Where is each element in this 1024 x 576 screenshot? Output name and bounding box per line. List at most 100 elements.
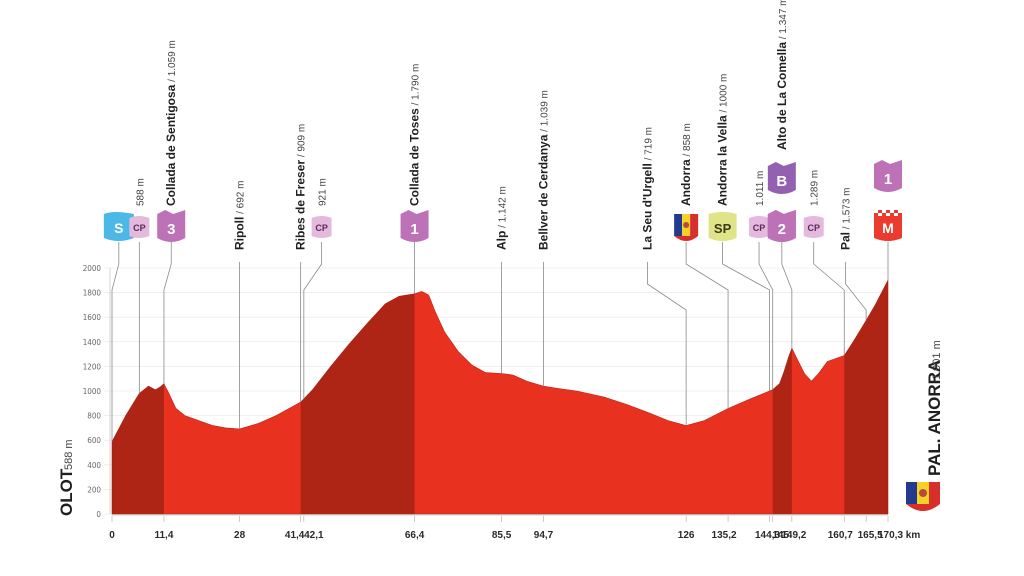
checkpoint-letters: CP (315, 223, 328, 233)
bonus-badge: B (767, 162, 796, 194)
waypoint-name: Ribes de Freser (294, 160, 308, 250)
icon-letter: 1 (410, 221, 418, 238)
waypoint: Collada de Sentigosa / 1.059 m (164, 40, 178, 206)
andorra-coat-of-arms (683, 222, 690, 228)
andorra-flag-icon (674, 214, 683, 236)
y-tick-label: 1200 (83, 362, 102, 371)
finish-checker (886, 210, 890, 213)
waypoint-icon-group: B2B (767, 162, 796, 242)
icon-letter: 1 (884, 171, 892, 188)
waypoint-label: Alto de La Comella / 1.347 m (775, 0, 789, 150)
waypoint-name: Collada de Sentigosa (164, 84, 178, 206)
y-tick-label: 1400 (83, 338, 102, 347)
waypoint-label: Alp / 1.142 m (495, 186, 509, 250)
start-town-label: OLOT (57, 468, 76, 516)
waypoint-altitude: / 1.039 m (540, 90, 551, 134)
finish-checker (874, 210, 878, 213)
waypoint-label: 921 m (318, 178, 329, 206)
finish-checker (882, 213, 886, 216)
waypoint-icon-group: S (103, 212, 134, 241)
x-tick-label: 135,2 (712, 530, 737, 541)
waypoint: Collada de Toses / 1.790 m (408, 64, 422, 206)
climb-category-icon (400, 210, 429, 242)
andorra-flag-tail (674, 236, 699, 241)
climb-band (772, 280, 792, 514)
waypoint: Pal / 1.573 m (839, 188, 853, 250)
checkpoint-letters: CP (807, 223, 820, 233)
waypoint-label: La Seu d'Urgell / 719 m (640, 127, 654, 250)
y-tick-label: 800 (87, 412, 101, 421)
checkpoint-icon (803, 216, 824, 238)
x-tick-label: 0 (109, 530, 115, 541)
leader-line (685, 242, 729, 409)
waypoint-altitude: / 858 m (682, 123, 693, 159)
finish-icon (874, 216, 902, 241)
waypoint-name: Andorra la Vella (716, 115, 730, 206)
finish-checker (898, 210, 902, 213)
waypoint-altitude: 921 m (318, 178, 329, 206)
waypoint-label: Ribes de Freser / 909 m (294, 124, 308, 250)
x-tick-label: 145 (772, 530, 789, 541)
icon-letter: 2 (778, 221, 786, 238)
waypoint-altitude: / 719 m (643, 127, 654, 163)
waypoint-altitude: / 1.790 m (411, 64, 422, 108)
x-tick-label: 41,4 (285, 530, 305, 541)
waypoint-label: Andorra / 858 m (679, 123, 693, 206)
x-axis: 0 11,4 28 41,4 42,1 66,4 85,5 94,7 126 135,2 144,3… (109, 514, 920, 541)
icon-letter: B (776, 173, 787, 190)
leader-line (303, 242, 323, 399)
waypoint-altitude: 1.011 m (755, 171, 766, 206)
y-tick-label: 2000 (83, 264, 102, 273)
checkpoint-letters: CP (133, 223, 146, 233)
waypoint: 921 m (318, 178, 329, 206)
waypoint-name: Ripoll (233, 217, 247, 250)
waypoint: La Seu d'Urgell / 719 m (640, 127, 654, 250)
waypoint-altitude: 588 m (135, 178, 146, 206)
waypoint: Andorra la Vella / 1000 m (716, 74, 730, 206)
elevation-profile (111, 280, 889, 515)
waypoint-altitude: / 692 m (236, 181, 247, 217)
leader-line (111, 242, 120, 442)
waypoint-altitude: / 1.059 m (167, 40, 178, 84)
climb-band (112, 280, 164, 514)
waypoint-icon-group (674, 214, 699, 241)
x-tick-label: 94,7 (534, 530, 554, 541)
x-tick-label: 66,4 (405, 530, 425, 541)
waypoint: Alp / 1.142 m (495, 186, 509, 250)
waypoint-label: 588 m (135, 178, 146, 206)
x-tick-label: 160,7 (828, 530, 853, 541)
waypoint: Ripoll / 692 m (233, 181, 247, 250)
finish-checker (890, 213, 894, 216)
finish-checker (886, 213, 890, 216)
waypoint-icon-group: 3 (157, 210, 186, 242)
waypoint-label: Pal / 1.573 m (839, 188, 853, 250)
x-tick-label: 28 (234, 530, 246, 541)
start-altitude-label: 588 m (63, 439, 75, 470)
waypoint-altitude: / 909 m (297, 124, 308, 160)
waypoint: Andorra / 858 m (679, 123, 693, 206)
climb-category-icon (157, 210, 186, 242)
waypoint-icons: SCP3CP1SPCPB2BCPM1 (103, 160, 902, 242)
waypoint-name: Collada de Toses (408, 108, 422, 206)
x-tick-label: 149,2 (781, 530, 806, 541)
waypoint-label: Collada de Toses / 1.790 m (408, 64, 422, 206)
finish-checker (878, 213, 882, 216)
waypoint-name: Bellver de Cerdanya (537, 134, 551, 250)
waypoint: Bellver de Cerdanya / 1.039 m (537, 90, 551, 250)
y-tick-label: 400 (87, 461, 101, 470)
finish-checker (894, 213, 898, 216)
finish-checker (890, 210, 894, 213)
waypoint-name: Andorra (679, 159, 693, 206)
y-tick-label: 1800 (83, 289, 102, 298)
waypoint-name: La Seu d'Urgell (640, 163, 654, 250)
finish-letter: M (882, 220, 894, 236)
x-tick-label: 42,1 (304, 530, 324, 541)
waypoint-icon-group: CP (311, 216, 332, 238)
checkpoint-icon (129, 216, 150, 238)
bonus-sprint-icon (767, 162, 796, 194)
x-tick-label: 170,3 km (878, 530, 920, 541)
climb-band (300, 280, 415, 514)
sprint-letters: SP (714, 221, 732, 236)
leader-line (813, 242, 845, 356)
